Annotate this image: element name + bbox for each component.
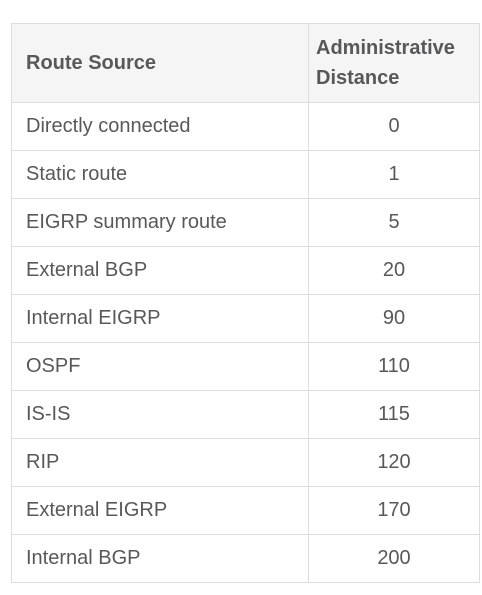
table-row: Internal BGP 200 — [11, 534, 480, 583]
route-source-cell: Static route — [11, 150, 309, 199]
route-source-cell: External EIGRP — [11, 486, 309, 535]
distance-cell: 200 — [308, 534, 480, 583]
table-row: External EIGRP 170 — [11, 486, 480, 535]
table-row: EIGRP summary route 5 — [11, 198, 480, 247]
table-header: Route Source Administrative Distance — [11, 23, 480, 103]
administrative-distance-table-container: Route Source Administrative Distance Dir… — [11, 23, 480, 583]
header-route-source: Route Source — [11, 23, 309, 103]
distance-cell: 115 — [308, 390, 480, 439]
route-source-cell: Internal BGP — [11, 534, 309, 583]
header-administrative-distance: Administrative Distance — [308, 23, 480, 103]
distance-cell: 90 — [308, 294, 480, 343]
table-row: External BGP 20 — [11, 246, 480, 295]
table-row: IS-IS 115 — [11, 390, 480, 439]
distance-cell: 1 — [308, 150, 480, 199]
table-row: Directly connected 0 — [11, 102, 480, 151]
route-source-cell: Directly connected — [11, 102, 309, 151]
table-row: Static route 1 — [11, 150, 480, 199]
distance-cell: 5 — [308, 198, 480, 247]
distance-cell: 0 — [308, 102, 480, 151]
route-source-cell: External BGP — [11, 246, 309, 295]
route-source-cell: OSPF — [11, 342, 309, 391]
route-source-cell: IS-IS — [11, 390, 309, 439]
table-body: Directly connected 0 Static route 1 EIGR… — [11, 102, 480, 583]
distance-cell: 120 — [308, 438, 480, 487]
distance-cell: 170 — [308, 486, 480, 535]
distance-cell: 110 — [308, 342, 480, 391]
route-source-cell: RIP — [11, 438, 309, 487]
table-row: OSPF 110 — [11, 342, 480, 391]
route-source-cell: Internal EIGRP — [11, 294, 309, 343]
distance-cell: 20 — [308, 246, 480, 295]
table-row: RIP 120 — [11, 438, 480, 487]
table-row: Internal EIGRP 90 — [11, 294, 480, 343]
header-row: Route Source Administrative Distance — [11, 23, 480, 103]
route-source-cell: EIGRP summary route — [11, 198, 309, 247]
administrative-distance-table: Route Source Administrative Distance Dir… — [11, 23, 480, 583]
